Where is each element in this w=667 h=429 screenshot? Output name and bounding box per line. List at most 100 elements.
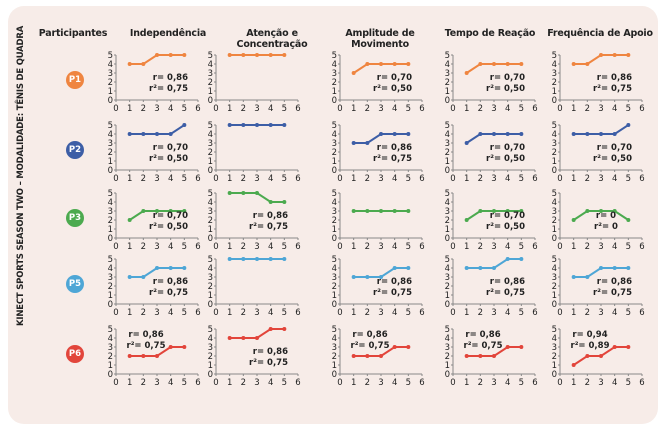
data-point (182, 266, 187, 270)
data-point (464, 71, 469, 75)
data-point (612, 266, 617, 270)
x-tick-label: 2 (585, 174, 590, 184)
stat-r2: r²= 0,75 (127, 341, 166, 351)
x-tick-label: 5 (406, 308, 411, 318)
data-point (155, 209, 159, 213)
x-tick-label: 4 (268, 242, 273, 252)
y-tick-label: 0 (332, 234, 337, 244)
x-tick-label: 2 (478, 104, 483, 114)
y-tick-label: 2 (332, 352, 337, 362)
x-tick-label: 6 (195, 242, 200, 252)
data-point (268, 327, 273, 331)
data-point (379, 132, 383, 136)
y-tick-label: 1 (332, 87, 337, 97)
x-tick-label: 3 (378, 174, 383, 184)
participant-badge-p1: P1 (66, 71, 84, 89)
x-tick-label: 1 (127, 308, 132, 318)
x-tick-label: 4 (268, 308, 273, 318)
x-tick-label: 2 (141, 242, 146, 252)
data-point (406, 266, 411, 270)
participant-badge-p6: P6 (66, 345, 84, 363)
stat-r: r= 0,70 (153, 211, 188, 221)
y-tick-label: 5 (445, 189, 450, 199)
data-point (571, 275, 576, 279)
x-tick-label: 5 (182, 308, 187, 318)
x-tick-label: 4 (168, 104, 173, 114)
data-point (464, 354, 469, 358)
data-point (392, 62, 397, 66)
data-point (351, 275, 356, 279)
y-tick-label: 5 (552, 51, 557, 61)
data-point (599, 354, 603, 358)
data-point (379, 275, 383, 279)
y-tick-label: 2 (445, 216, 450, 226)
x-tick-label: 1 (227, 378, 232, 388)
data-point (406, 132, 411, 136)
y-tick-label: 4 (108, 60, 113, 70)
x-tick-label: 1 (227, 242, 232, 252)
x-tick-label: 6 (195, 308, 200, 318)
x-tick-label: 3 (154, 174, 159, 184)
data-point (585, 354, 590, 358)
x-tick-label: 3 (491, 308, 496, 318)
y-tick-label: 1 (445, 157, 450, 167)
x-tick-label: 2 (141, 308, 146, 318)
stat-r: r= 0,86 (352, 330, 387, 340)
y-tick-label: 1 (445, 225, 450, 235)
y-tick-label: 5 (445, 51, 450, 61)
data-point (626, 266, 631, 270)
data-point (612, 209, 617, 213)
data-point (127, 62, 132, 66)
y-tick-label: 0 (552, 370, 557, 380)
data-point (227, 53, 232, 57)
x-tick-label: 5 (406, 174, 411, 184)
data-point (612, 53, 617, 57)
x-tick-label: 0 (213, 104, 218, 114)
y-tick-label: 3 (445, 273, 450, 283)
y-tick-label: 1 (332, 361, 337, 371)
x-tick-label: 1 (227, 174, 232, 184)
data-point (241, 53, 246, 57)
y-tick-label: 2 (332, 78, 337, 88)
y-tick-label: 4 (332, 60, 337, 70)
x-tick-label: 5 (519, 242, 524, 252)
data-point (241, 191, 246, 195)
y-tick-label: 1 (552, 225, 557, 235)
data-point (241, 257, 246, 261)
y-tick-label: 2 (108, 352, 113, 362)
y-tick-label: 5 (108, 121, 113, 131)
x-tick-label: 6 (532, 174, 537, 184)
y-tick-label: 0 (445, 300, 450, 310)
y-tick-label: 3 (445, 343, 450, 353)
y-tick-label: 1 (552, 87, 557, 97)
y-tick-label: 5 (108, 51, 113, 61)
x-tick-label: 1 (464, 104, 469, 114)
y-tick-label: 0 (552, 96, 557, 106)
data-point (406, 209, 411, 213)
y-tick-label: 5 (445, 255, 450, 265)
x-tick-label: 0 (213, 308, 218, 318)
x-tick-label: 6 (532, 242, 537, 252)
y-tick-label: 1 (445, 291, 450, 301)
y-tick-label: 5 (552, 255, 557, 265)
y-tick-label: 1 (108, 157, 113, 167)
x-tick-label: 4 (612, 104, 617, 114)
y-tick-label: 2 (552, 78, 557, 88)
y-tick-label: 5 (208, 325, 213, 335)
stat-r2: r²= 0,75 (373, 154, 412, 164)
stat-r2: r²= 0,75 (464, 341, 503, 351)
x-tick-label: 2 (365, 308, 370, 318)
y-tick-label: 1 (552, 291, 557, 301)
data-point (241, 336, 246, 340)
data-point (612, 132, 617, 136)
x-tick-label: 1 (127, 174, 132, 184)
y-tick-label: 3 (332, 69, 337, 79)
x-tick-label: 1 (351, 308, 356, 318)
y-tick-label: 4 (552, 130, 557, 140)
data-point (571, 62, 576, 66)
stat-r2: r²= 0,50 (486, 222, 525, 232)
